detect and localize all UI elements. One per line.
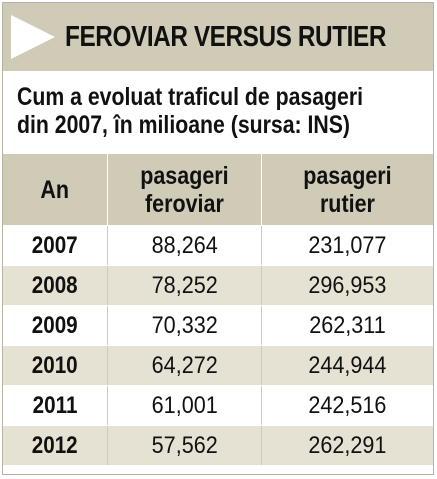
column-header-rail-label: pasageri feroviar <box>140 162 228 218</box>
road-cell: 231,077 <box>261 226 433 265</box>
rail-value: 70,332 <box>151 311 218 339</box>
rail-cell: 61,001 <box>107 386 261 425</box>
traffic-table: An pasageri feroviar pasageri rutier 200… <box>3 154 433 465</box>
rail-value: 64,272 <box>151 351 218 379</box>
column-header-road: pasageri rutier <box>261 154 433 225</box>
title-bar: FEROVIAR VERSUS RUTIER <box>3 3 433 71</box>
rail-cell: 70,332 <box>107 306 261 345</box>
year-cell: 2009 <box>3 306 107 345</box>
subtitle-line-1: Cum a evoluat traficul de pasageri <box>17 83 364 111</box>
year-cell: 2012 <box>3 426 107 465</box>
year-value: 2009 <box>32 311 78 339</box>
box-subtitle: Cum a evoluat traficul de pasageri din 2… <box>17 83 363 139</box>
table-row: 2011 61,001 242,516 <box>3 385 433 425</box>
rail-cell: 88,264 <box>107 226 261 265</box>
table-row: 2010 64,272 244,944 <box>3 345 433 385</box>
table-row: 2009 70,332 262,311 <box>3 305 433 345</box>
year-value: 2010 <box>32 351 78 379</box>
year-cell: 2007 <box>3 226 107 265</box>
rail-value: 78,252 <box>151 271 218 299</box>
rail-cell: 57,562 <box>107 426 261 465</box>
arrow-icon <box>11 15 55 59</box>
rail-cell: 64,272 <box>107 346 261 385</box>
road-value: 296,953 <box>308 271 387 299</box>
year-value: 2012 <box>32 431 78 459</box>
road-value: 242,516 <box>308 391 387 419</box>
road-cell: 244,944 <box>261 346 433 385</box>
road-value: 231,077 <box>308 231 387 259</box>
column-header-road-label: pasageri rutier <box>303 162 391 218</box>
rail-cell: 78,252 <box>107 266 261 305</box>
column-header-year: An <box>3 154 107 225</box>
table-header-row: An pasageri feroviar pasageri rutier <box>3 154 433 225</box>
road-value: 262,311 <box>309 311 386 339</box>
year-cell: 2008 <box>3 266 107 305</box>
column-header-road-line-1: pasageri <box>303 161 392 190</box>
column-header-road-line-2: rutier <box>320 189 375 218</box>
box-title: FEROVIAR VERSUS RUTIER <box>65 21 387 53</box>
column-header-year-label: An <box>40 175 70 204</box>
road-value: 262,291 <box>308 431 387 459</box>
road-cell: 262,311 <box>261 306 433 345</box>
year-value: 2011 <box>32 391 78 419</box>
rail-value: 57,562 <box>151 431 218 459</box>
year-value: 2008 <box>32 271 78 299</box>
column-header-rail-line-1: pasageri <box>140 161 229 190</box>
road-value: 244,944 <box>308 351 387 379</box>
year-cell: 2010 <box>3 346 107 385</box>
table-row: 2012 57,562 262,291 <box>3 425 433 465</box>
column-header-rail: pasageri feroviar <box>107 154 261 225</box>
year-cell: 2011 <box>3 386 107 425</box>
road-cell: 296,953 <box>261 266 433 305</box>
table-row: 2008 78,252 296,953 <box>3 265 433 305</box>
road-cell: 242,516 <box>261 386 433 425</box>
subtitle-line-2: din 2007, în milioane (sursa: INS) <box>17 111 351 139</box>
year-value: 2007 <box>32 231 78 259</box>
rail-value: 61,001 <box>151 391 218 419</box>
road-cell: 262,291 <box>261 426 433 465</box>
column-header-rail-line-2: feroviar <box>145 189 224 218</box>
rail-value: 88,264 <box>151 231 218 259</box>
table-row: 2007 88,264 231,077 <box>3 225 433 265</box>
infobox: FEROVIAR VERSUS RUTIER Cum a evoluat tra… <box>2 2 434 475</box>
